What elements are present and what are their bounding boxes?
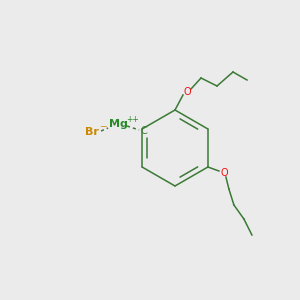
Text: O: O bbox=[220, 168, 228, 178]
Text: ++: ++ bbox=[126, 115, 139, 124]
Text: O: O bbox=[183, 87, 191, 97]
Text: Br: Br bbox=[85, 127, 99, 137]
Text: Mg: Mg bbox=[109, 119, 128, 129]
Text: C: C bbox=[141, 126, 148, 136]
Text: −: − bbox=[99, 122, 107, 130]
